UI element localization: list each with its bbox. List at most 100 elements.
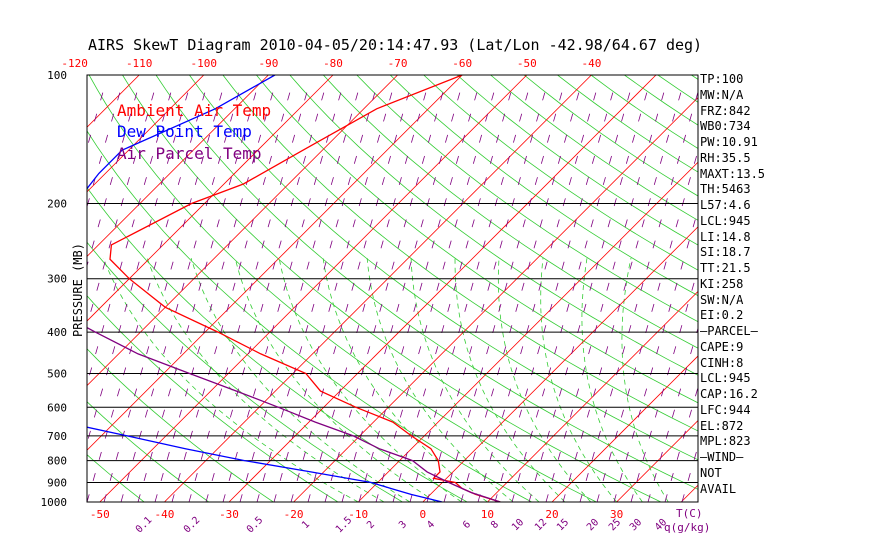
stat-line: EI:0.2 [700,308,744,323]
dry-adiabat-line [456,75,698,246]
stat-line: MW:N/A [700,87,744,102]
mixing-ratio-line [358,84,480,502]
dry-adiabat-line [155,75,698,490]
mixing-ratio-tick-label: 10 [510,517,526,533]
moist-adiabat-line [234,257,436,502]
pressure-tick-label: 500 [47,367,67,380]
stat-line: MAXT:13.5 [700,166,766,181]
mixing-ratio-line [87,84,191,445]
mixing-ratio-line [256,84,378,502]
mixing-ratio-axis: 0.1 0.2 0.5 1 1.5 2 3 4 6 8 10 12 15 20 25 30 40 [134,515,669,536]
dry-adiabat-line [0,75,80,502]
chart-title: AIRS SkewT Diagram 2010-04-05/20:14:47.9… [88,36,703,54]
bottom-temp-tick-label: -50 [90,508,110,521]
mixing-ratio-line [188,84,310,502]
plot-frame [86,74,699,503]
dry-adiabat-line [792,75,870,502]
mixing-ratio-line [239,84,361,502]
mixing-ratio-line [647,326,698,502]
mixing-ratio-tick-label: 4 [425,519,437,531]
mixing-ratio-line [750,85,870,502]
pressure-tick-label: 600 [47,401,67,414]
stat-line: LCL:945 [700,213,751,228]
mixing-ratio-line [630,267,698,502]
stat-line: NOT [700,465,722,480]
mixing-ratio-line [222,84,344,502]
stat-line: L57:4.6 [700,198,751,212]
mixing-ratio-line [477,84,599,502]
isotherm-line [0,75,10,502]
series-line-air-parcel-temp [87,326,501,502]
mixing-ratio-line [324,84,446,502]
pressure-tick-label: 800 [47,455,67,468]
dry-adiabat-line [557,75,698,173]
pressure-tick-label: 200 [47,198,67,211]
moist-adiabat-line [102,257,359,502]
isotherm-line [87,75,398,387]
mixing-ratio-line [664,385,698,502]
stat-line: EL:872 [700,418,744,433]
stat-line: CAPE:9 [700,339,744,354]
pressure-tick-label: 700 [47,430,67,443]
mixing-ratio-line [579,90,698,502]
isotherm-line [422,226,698,502]
bottom-temp-tick-label: -40 [154,508,174,521]
stat-line: CAP:16.2 [700,387,758,401]
dry-adiabat-line [356,75,698,323]
mixing-ratio-line [307,84,429,502]
top-temp-tick-label: -100 [191,57,218,70]
dry-adiabat-line [825,75,870,502]
top-temp-tick-label: -50 [517,57,537,70]
isotherm-line [746,75,870,502]
mixing-ratio-line [171,84,293,502]
mixing-ratio-grid [87,84,870,502]
stat-line: WB0:734 [700,119,751,134]
mixing-ratio-tick-label: 30 [628,517,644,533]
mixing-ratio-line [273,84,395,502]
x-unit-label: T(C) [676,507,703,520]
top-temp-tick-label: -120 [61,57,88,70]
dry-adiabat-line [87,401,209,502]
stat-line: CINH:8 [700,355,744,370]
moist-adiabat-grid [102,257,669,502]
pressure-tick-label: 900 [47,476,67,489]
q-unit-label: q(g/kg) [664,521,710,534]
dry-adiabat-line [87,130,532,502]
mixing-ratio-line [562,84,684,502]
stat-line: —PARCEL— [700,324,758,338]
mixing-ratio-line [443,84,565,502]
isotherm-line [164,75,592,502]
isotherm-line [487,290,698,502]
top-temp-tick-label: -60 [452,57,472,70]
dry-adiabat-line [859,75,870,502]
moist-adiabat-line [190,257,411,502]
stat-line: —WIND— [700,450,744,464]
mixing-ratio-line [511,84,633,502]
mixing-ratio-line [154,84,276,502]
mixing-ratio-line [460,84,582,502]
mixing-ratio-line [426,84,548,502]
moist-adiabat-line [454,258,566,502]
mixing-ratio-line [341,84,463,502]
top-temp-tick-label: -70 [388,57,408,70]
bottom-temp-tick-label: 10 [481,508,494,521]
mixing-ratio-tick-label: 20 [585,517,601,533]
mixing-ratio-tick-label: 8 [489,519,501,531]
bottom-temp-tick-label: 30 [610,508,623,521]
stat-line: SW:N/A [700,292,744,307]
isotherm-line [228,75,657,502]
stat-line: LFC:944 [700,402,751,417]
isotherm-line [616,420,698,502]
legend-air-parcel-temp: Air Parcel Temp [117,144,262,163]
bottom-temp-tick-label: 20 [545,508,558,521]
isotherm-line [293,97,698,502]
mixing-ratio-line [528,84,650,502]
dry-adiabat-line [490,75,698,221]
mixing-ratio-line [375,84,497,502]
mixing-ratio-line [137,84,259,502]
moist-adiabat-line [621,258,669,502]
isotherm-line [810,75,870,502]
stat-line: TH:5463 [700,182,751,197]
stat-line: TT:21.5 [700,261,751,275]
